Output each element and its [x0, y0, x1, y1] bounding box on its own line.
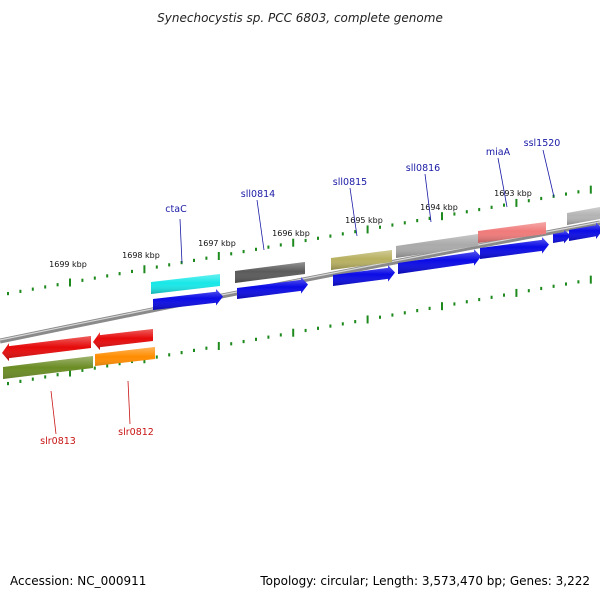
gene-feature-block-reverse-shade — [3, 356, 93, 382]
genome-info-text: Topology: circular; Length: 3,573,470 bp… — [260, 574, 590, 588]
gene-leader-line — [542, 149, 555, 198]
gene-label: slr0812 — [118, 427, 154, 438]
gene-cds-arrow-shade — [333, 265, 395, 286]
gene-cds-arrow-shade — [480, 237, 549, 259]
gene-cds-arrow-shade — [153, 289, 223, 310]
kbp-tick-label: 1699 kbp — [49, 260, 87, 269]
gene-cds-arrow-reverse — [93, 329, 153, 351]
gene-feature-block-reverse — [95, 347, 155, 369]
kbp-tick-label: 1698 kbp — [122, 251, 160, 260]
kbp-tick-label: 1694 kbp — [420, 203, 458, 212]
gene-cds-arrow — [553, 229, 571, 244]
gene-leader-line — [497, 157, 508, 208]
map-title: Synechocystis sp. PCC 6803, complete gen… — [157, 11, 443, 25]
gene-cds-arrow-shade — [569, 222, 600, 241]
gene-feature-block — [151, 274, 220, 294]
tick-layer — [7, 185, 592, 386]
gene-feature-block-reverse-shade — [95, 347, 155, 369]
gene-feature-block-shade — [478, 222, 546, 243]
tick-label-layer: 1699 kbp 1698 kbp 1697 kbp 1696 kbp 1695 kbp… — [49, 189, 532, 269]
gene-cds-arrow — [237, 277, 308, 299]
gene-label: sll0814 — [241, 189, 275, 200]
gene-cds-arrow — [153, 289, 223, 310]
gene-feature-block — [478, 222, 546, 243]
gene-feature-block — [567, 207, 600, 225]
gene-cds-arrow-shade — [553, 229, 571, 244]
gene-cds-arrow — [333, 265, 395, 286]
gene-leader-line — [179, 218, 183, 264]
gene-feature-block — [235, 262, 305, 283]
gene-cds-arrow — [569, 222, 600, 241]
kbp-tick-label: 1696 kbp — [272, 229, 310, 238]
gene-label-layer: ctaC sll0814 sll0815 sll0816 miaA ssl1520 slr0… — [40, 138, 560, 447]
gene-label: slr0813 — [40, 436, 76, 447]
gene-cds-arrow — [480, 237, 549, 259]
gene-label: sll0815 — [333, 177, 367, 188]
gene-label: ctaC — [165, 204, 187, 215]
gene-label: miaA — [486, 147, 511, 158]
gene-leader-line — [127, 380, 131, 425]
gene-leader-line — [256, 199, 265, 251]
gene-leader-line — [424, 173, 432, 223]
gene-cds-arrow-reverse — [2, 336, 91, 362]
gene-cds-arrow — [398, 249, 481, 274]
gene-label: sll0816 — [406, 163, 440, 174]
accession-text: Accession: NC_000911 — [10, 574, 147, 588]
gene-feature-block-shade — [151, 274, 220, 294]
gene-feature-block — [331, 250, 392, 270]
gene-feature-block-shade — [235, 262, 305, 283]
gene-feature-block-shade — [396, 234, 478, 258]
gene-cds-arrow-shade — [237, 277, 308, 299]
gene-layer — [2, 207, 600, 382]
gene-cds-arrow-reverse-shade — [93, 329, 153, 351]
gene-feature-block-shade — [567, 207, 600, 225]
gene-feature-block — [396, 234, 478, 258]
kbp-tick-label: 1693 kbp — [494, 189, 532, 198]
gene-feature-block-shade — [331, 250, 392, 270]
gene-feature-block-reverse — [3, 356, 93, 382]
gene-leader-line — [50, 390, 57, 435]
kbp-tick-label: 1695 kbp — [345, 216, 383, 225]
leader-layer — [50, 149, 555, 435]
gene-leader-line — [349, 187, 358, 237]
gene-label: ssl1520 — [524, 138, 561, 149]
gene-cds-arrow-reverse-shade — [2, 336, 91, 362]
kbp-tick-label: 1697 kbp — [198, 239, 236, 248]
gene-cds-arrow-shade — [398, 249, 481, 274]
